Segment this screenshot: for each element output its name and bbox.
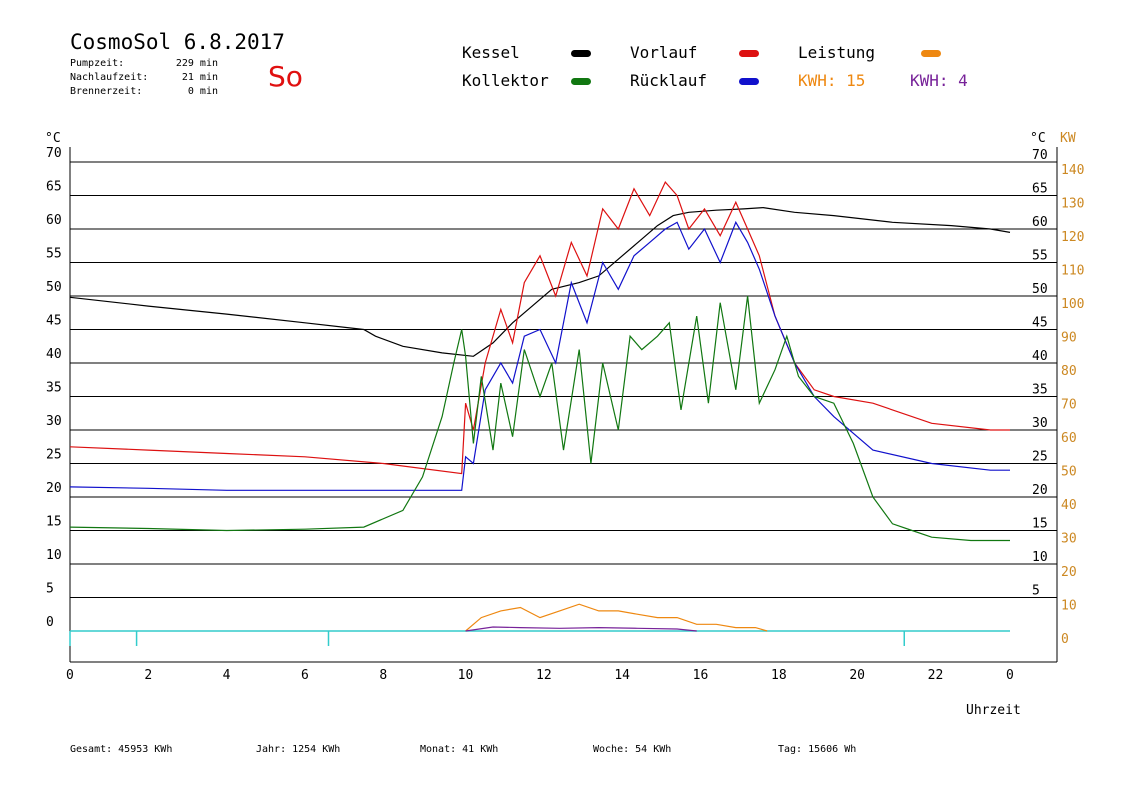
series-line-ruecklauf: [69, 220, 1010, 491]
x-tick-label: 12: [536, 668, 552, 683]
y-tick-label-left: 65: [46, 180, 62, 195]
y-tick-label-left: 60: [46, 213, 62, 228]
y-tick-label-left: 0: [46, 615, 54, 630]
stat-label-nachlaufzeit: Nachlaufzeit:: [70, 72, 149, 83]
y-tick-label-right-temp: 65: [1032, 182, 1048, 197]
stat-value-pumpzeit: 229 min: [175, 58, 218, 69]
legend-kessel-swatch: [571, 50, 591, 57]
y-tick-label-right-power: 60: [1061, 431, 1077, 446]
legend-vorlauf-label: Vorlauf: [630, 43, 698, 62]
y-tick-label-right-temp: 40: [1032, 349, 1048, 364]
footer-monat: Monat: 41 KWh: [420, 744, 499, 755]
y-tick-label-right-power: 100: [1061, 297, 1084, 312]
y-tick-label-right-temp: 5: [1032, 584, 1040, 599]
y-tick-label-right-power: 20: [1061, 565, 1077, 580]
footer-gesamt: Gesamt: 45953 KWh: [70, 744, 173, 755]
y-tick-label-left: 45: [46, 314, 62, 329]
y-tick-label-right-temp: 15: [1032, 517, 1048, 532]
y-tick-label-left: 50: [46, 280, 62, 295]
y-axis-unit-left: °C: [45, 131, 61, 146]
footer-woche: Woche: 54 KWh: [593, 744, 672, 755]
y-tick-label-right-power: 90: [1061, 331, 1077, 346]
y-tick-label-right-power: 120: [1061, 230, 1084, 245]
legend-kessel-label: Kessel: [462, 43, 520, 62]
y-tick-label-left: 35: [46, 381, 62, 396]
y-tick-label-right-temp: 25: [1032, 450, 1048, 465]
x-tick-label: 22: [928, 668, 944, 683]
y-tick-label-right-power: 130: [1061, 197, 1084, 212]
y-tick-label-right-temp: 30: [1032, 416, 1048, 431]
y-tick-label-right-temp: 35: [1032, 383, 1048, 398]
series-line-kollektor: [69, 295, 1010, 542]
x-tick-label: 6: [301, 668, 309, 683]
y-tick-label-right-power: 30: [1061, 532, 1077, 547]
legend-kollektor-swatch: [571, 78, 591, 85]
x-tick-label: 0: [66, 668, 74, 683]
x-tick-label: 16: [693, 668, 709, 683]
y-tick-label-left: 55: [46, 247, 62, 262]
series-line-leistung: [465, 603, 768, 632]
y-tick-label-right-power: 110: [1061, 264, 1084, 279]
x-tick-label: 8: [379, 668, 387, 683]
y-tick-label-right-power: 50: [1061, 465, 1077, 480]
stat-label-pumpzeit: Pumpzeit:: [70, 58, 125, 69]
footer-jahr: Jahr: 1254 KWh: [256, 744, 341, 755]
y-tick-label-left: 25: [46, 448, 62, 463]
series-line-kwh2: [465, 626, 697, 632]
y-tick-label-right-temp: 60: [1032, 215, 1048, 230]
y-tick-label-right-temp: 50: [1032, 282, 1048, 297]
x-tick-label: 20: [849, 668, 865, 683]
chart-grid: [70, 161, 1057, 598]
y-tick-label-right-temp: 10: [1032, 550, 1048, 565]
chart-axes: [69, 147, 1058, 663]
legend-leistung-label: Leistung: [798, 43, 876, 62]
y-tick-label-left: 70: [46, 146, 62, 161]
footer-tag: Tag: 15606 Wh: [778, 744, 857, 755]
y-tick-label-right-power: 140: [1061, 163, 1084, 178]
legend-leistung-swatch: [921, 50, 941, 57]
weekday-label: So: [268, 60, 303, 93]
legend-kwh-purple: KWH: 4: [910, 71, 968, 90]
y-tick-label-left: 30: [46, 414, 62, 429]
stat-label-brennerzeit: Brennerzeit:: [70, 86, 143, 97]
y-tick-label-right-power: 80: [1061, 364, 1077, 379]
y-tick-label-right-temp: 70: [1032, 148, 1048, 163]
stat-value-brennerzeit: 0 min: [187, 86, 218, 97]
y-tick-label-right-power: 0: [1061, 632, 1069, 647]
y-tick-label-right-temp: 20: [1032, 483, 1048, 498]
y-tick-label-left: 20: [46, 481, 62, 496]
y-tick-label-right-power: 70: [1061, 398, 1077, 413]
chart-series: [69, 181, 1011, 632]
y-tick-label-left: 5: [46, 582, 54, 597]
legend-ruecklauf-swatch: [739, 78, 759, 85]
y-tick-label-right-temp: 45: [1032, 316, 1048, 331]
y-tick-label-right-power: 10: [1061, 599, 1077, 614]
y-axis-unit-right-temp: °C: [1030, 131, 1046, 146]
legend-kollektor-label: Kollektor: [462, 71, 549, 90]
y-tick-label-left: 40: [46, 347, 62, 362]
legend-vorlauf-swatch: [739, 50, 759, 57]
series-line-kessel: [69, 206, 1011, 357]
x-axis-label: Uhrzeit: [966, 703, 1021, 718]
y-tick-label-left: 10: [46, 548, 62, 563]
y-tick-label-left: 15: [46, 515, 62, 530]
y-tick-label-right-power: 40: [1061, 498, 1077, 513]
page-title: CosmoSol 6.8.2017: [70, 30, 285, 54]
legend-ruecklauf-label: Rücklauf: [630, 71, 708, 90]
x-tick-label: 0: [1006, 668, 1014, 683]
x-tick-label: 14: [614, 668, 630, 683]
stat-value-nachlaufzeit: 21 min: [181, 72, 218, 83]
y-tick-label-right-temp: 55: [1032, 249, 1048, 264]
x-tick-label: 4: [223, 668, 231, 683]
x-tick-label: 18: [771, 668, 787, 683]
y-axis-unit-right-power: KW: [1060, 131, 1076, 146]
x-tick-label: 2: [144, 668, 152, 683]
legend-kwh-orange: KWH: 15: [798, 71, 866, 90]
x-tick-label: 10: [458, 668, 474, 683]
